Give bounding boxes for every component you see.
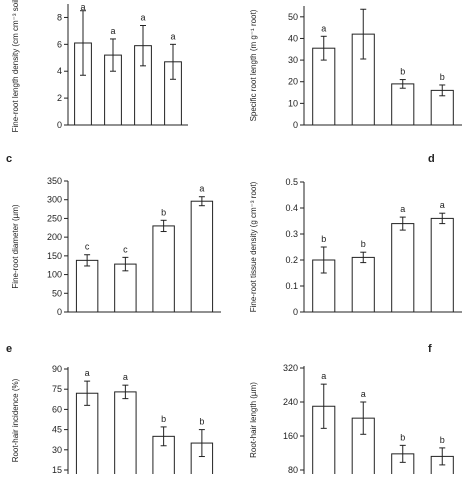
y-tick-label: 45 (52, 425, 62, 435)
significance-letter: a (140, 13, 145, 23)
panel-letter: c (6, 153, 12, 165)
y-tick-label: 0.1 (285, 281, 298, 291)
y-tick-label: 80 (288, 465, 298, 474)
y-tick-label: 0.5 (285, 177, 298, 187)
y-axis-label: Fine-root tissue density (g cm⁻³ root) (249, 181, 258, 312)
significance-letter: b (440, 72, 445, 82)
y-axis-label: Fine-root diameter (µm) (11, 204, 20, 289)
significance-letter: c (85, 242, 90, 252)
y-tick-label: 240 (283, 397, 298, 407)
significance-letter: a (123, 372, 128, 382)
y-tick-label: 60 (52, 404, 62, 414)
y-tick-label: 8 (57, 12, 62, 22)
bar (430, 217, 454, 313)
significance-letter: a (110, 26, 115, 36)
y-tick-label: 0.4 (285, 203, 298, 213)
y-tick-label: 30 (288, 55, 298, 65)
y-tick-label: 6 (57, 39, 62, 49)
y-tick-label: 30 (52, 445, 62, 455)
significance-letter: a (199, 184, 204, 194)
panel-2: 0 10 20 30 40 50 Specific root length (m g⁻¹ r… (249, 6, 462, 130)
significance-letter: a (85, 368, 90, 378)
bar (190, 200, 214, 313)
significance-letter: a (170, 31, 175, 41)
panel-f: 80 160 240 320 Root-hair length (µm) f a a b b (249, 343, 454, 479)
y-tick-label: 150 (47, 251, 62, 261)
y-tick-label: 40 (288, 33, 298, 43)
y-tick-label: 0 (57, 307, 62, 317)
bar (391, 83, 415, 126)
y-tick-label: 200 (47, 232, 62, 242)
y-tick-label: 0 (57, 120, 62, 130)
y-tick-label: 300 (47, 195, 62, 205)
y-axis-label: Fine-root length density (cm cm⁻³ soil) (11, 0, 20, 132)
significance-letter: a (361, 389, 366, 399)
panel-d: 0 0.1 0.2 0.3 0.4 0.5 Fine-root tissue density… (249, 153, 462, 317)
significance-letter: a (440, 200, 445, 210)
significance-letter: b (321, 234, 326, 244)
y-tick-label: 350 (47, 176, 62, 186)
panel-letter: d (428, 153, 435, 165)
y-tick-label: 250 (47, 213, 62, 223)
y-tick-label: 100 (47, 270, 62, 280)
y-tick-label: 10 (288, 98, 298, 108)
y-tick-label: 0 (293, 120, 298, 130)
significance-letter: b (440, 435, 445, 445)
panel-e: 15 30 45 60 75 90 Root-hair incidence (%) e a a b b (6, 343, 214, 479)
significance-letter: b (400, 432, 405, 442)
panel-letter: f (428, 343, 432, 355)
y-tick-label: 75 (52, 384, 62, 394)
significance-letter: a (321, 371, 326, 381)
bar (351, 256, 375, 313)
bar (152, 225, 175, 313)
significance-letter: c (123, 244, 128, 254)
bar (391, 223, 415, 313)
significance-letter: a (321, 23, 326, 33)
y-tick-label: 0.2 (285, 255, 298, 265)
panel-1: 0 2 4 6 8 Fine-root length density (cm cm⁻³ s… (11, 0, 188, 132)
y-tick-label: 160 (283, 431, 298, 441)
y-tick-label: 20 (288, 77, 298, 87)
significance-letter: b (161, 207, 166, 217)
y-tick-label: 0.3 (285, 229, 298, 239)
y-axis-label: Specific root length (m g⁻¹ root) (249, 9, 258, 121)
significance-letter: a (400, 204, 405, 214)
significance-letter: b (400, 67, 405, 77)
significance-letter: a (80, 2, 85, 12)
y-tick-label: 90 (52, 364, 62, 374)
significance-letter: b (361, 239, 366, 249)
panel-letter: e (6, 343, 12, 355)
bar (114, 391, 137, 479)
y-tick-label: 4 (57, 66, 62, 76)
y-tick-label: 50 (288, 12, 298, 22)
bar (75, 259, 99, 313)
y-tick-label: 320 (283, 363, 298, 373)
y-tick-label: 2 (57, 93, 62, 103)
significance-letter: b (199, 417, 204, 427)
y-axis-label: Root-hair incidence (%) (11, 378, 20, 462)
panel-c: 0 50 100 150 200 250 300 350 Fine-root diameter … (6, 153, 221, 317)
y-axis-label: Root-hair length (µm) (249, 382, 258, 458)
y-tick-label: 50 (52, 288, 62, 298)
y-tick-label: 15 (52, 465, 62, 474)
y-tick-label: 0 (293, 307, 298, 317)
significance-letter: b (161, 414, 166, 424)
